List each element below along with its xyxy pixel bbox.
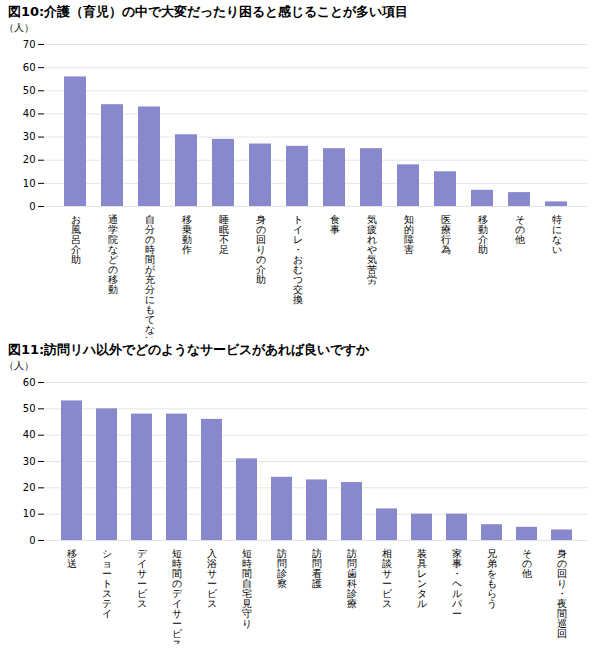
svg-text:60: 60 bbox=[23, 377, 36, 388]
svg-text:60: 60 bbox=[23, 62, 36, 73]
svg-text:身の回り・夜間巡回: 身の回り・夜間巡回 bbox=[557, 548, 567, 639]
svg-text:デイサービス: デイサービス bbox=[137, 548, 148, 609]
svg-text:訪問歯科診療: 訪問歯科診療 bbox=[347, 548, 357, 609]
svg-text:家事・ヘルパー: 家事・ヘルパー bbox=[451, 548, 463, 619]
svg-text:0: 0 bbox=[29, 201, 35, 212]
svg-text:移動介助: 移動介助 bbox=[478, 214, 488, 255]
svg-text:短時間自宅見守り: 短時間自宅見守り bbox=[242, 548, 252, 629]
svg-text:70: 70 bbox=[23, 39, 36, 50]
svg-text:装具レンタル: 装具レンタル bbox=[417, 548, 427, 609]
svg-text:20: 20 bbox=[23, 482, 36, 493]
svg-text:50: 50 bbox=[23, 85, 36, 96]
svg-text:医療行為: 医療行為 bbox=[441, 214, 451, 255]
svg-text:入浴サービス: 入浴サービス bbox=[207, 548, 218, 609]
svg-text:その他: その他 bbox=[515, 214, 525, 245]
svg-text:20: 20 bbox=[23, 154, 36, 165]
svg-text:身の回りの介助: 身の回りの介助 bbox=[256, 214, 266, 285]
svg-text:特にない: 特にない bbox=[552, 214, 562, 255]
svg-text:食事: 食事 bbox=[330, 214, 340, 235]
svg-text:10: 10 bbox=[23, 178, 36, 189]
svg-text:0: 0 bbox=[29, 535, 35, 546]
svg-text:移送: 移送 bbox=[67, 548, 77, 569]
html-text:図10:介護（育児）の中で大変だったり困ると感じることが多い: 図10:介護（育児）の中で大変だったり困ると感じることが多い項目 bbox=[8, 4, 409, 19]
svg-text:その他: その他 bbox=[522, 548, 532, 579]
svg-text:相談サービス: 相談サービス bbox=[382, 548, 393, 609]
svg-text:短時間のデイサービス: 短時間のデイサービス bbox=[172, 548, 183, 644]
svg-text:10: 10 bbox=[23, 508, 36, 519]
svg-text:兄弟をもらう: 兄弟をもらう bbox=[487, 548, 497, 609]
svg-text:気疲れや気苦労: 気疲れや気苦労 bbox=[367, 214, 377, 285]
svg-text:知的障害: 知的障害 bbox=[404, 214, 414, 255]
svg-text:訪問診察: 訪問診察 bbox=[277, 548, 287, 589]
svg-text:30: 30 bbox=[23, 456, 36, 467]
svg-text:睡眠不足: 睡眠不足 bbox=[219, 214, 229, 255]
svg-text:50: 50 bbox=[23, 403, 36, 414]
svg-text:40: 40 bbox=[23, 108, 36, 119]
svg-text:40: 40 bbox=[23, 429, 36, 440]
svg-text:ショートステイ: ショートステイ bbox=[102, 548, 112, 619]
svg-text:訪問看護: 訪問看護 bbox=[312, 548, 322, 589]
svg-text:トイレ・おむつ交換: トイレ・おむつ交換 bbox=[293, 214, 303, 305]
svg-text:通学院などの移動: 通学院などの移動 bbox=[108, 214, 118, 295]
html-text:図11:訪問リハ以外でどのようなサービスがあれば良いですか: 図11:訪問リハ以外でどのようなサービスがあれば良いですか bbox=[8, 342, 370, 357]
svg-text:（人）: （人） bbox=[4, 22, 34, 33]
svg-text:30: 30 bbox=[23, 131, 36, 142]
svg-text:お風呂介助: お風呂介助 bbox=[71, 214, 81, 265]
svg-text:自分の時間が充分にもてない: 自分の時間が充分にもてない bbox=[145, 214, 156, 338]
svg-text:移乗動作: 移乗動作 bbox=[181, 214, 192, 255]
svg-text:（人）: （人） bbox=[4, 360, 34, 371]
